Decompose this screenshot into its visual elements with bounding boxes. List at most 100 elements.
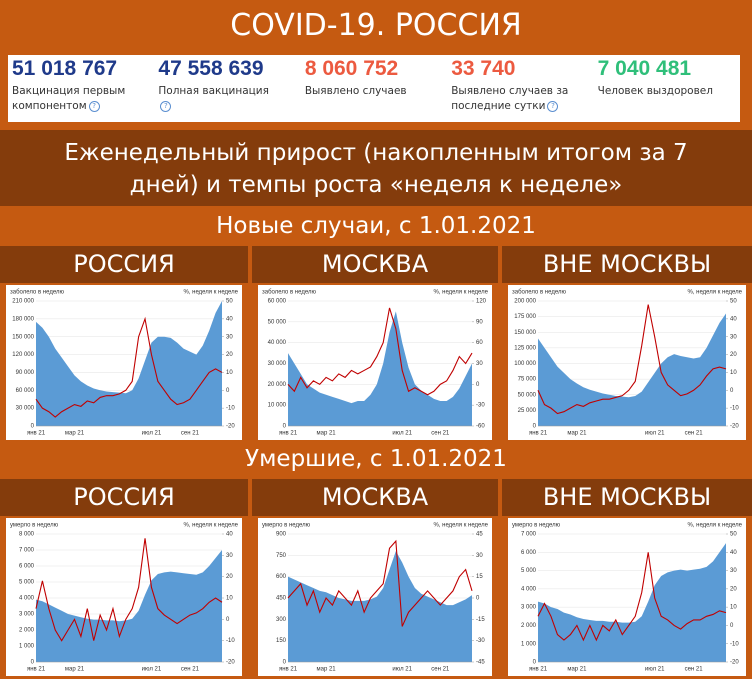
y2-tick-label: -10	[730, 406, 739, 412]
y-tick-label: 0	[283, 660, 287, 666]
y2-tick-label: 40	[226, 532, 233, 538]
stat-value: 33 740	[451, 57, 516, 80]
area	[288, 311, 472, 426]
region-header: РОССИЯ	[0, 246, 248, 283]
x-tick-label: янв 21	[529, 667, 548, 673]
y-tick-label: 20 000	[268, 382, 287, 388]
y2-tick-label: 50	[226, 299, 233, 305]
y-tick-label: 30 000	[268, 361, 287, 367]
y2-tick-label: 20	[730, 586, 737, 592]
y2-tick-label: 30	[476, 361, 483, 367]
stat: 51 018 767 Вакцинация первым компонентом?	[8, 55, 154, 122]
x-tick-label: сен 21	[181, 667, 200, 673]
y-tick-label: 120 000	[12, 352, 34, 358]
stat-value: 8 060 752	[304, 57, 399, 80]
y-tick-label: 4 000	[19, 596, 35, 602]
y2-tick-label: -15	[476, 617, 485, 623]
y-tick-label: 1 000	[521, 641, 537, 647]
y-tick-label: 2 000	[521, 623, 537, 629]
y-tick-label: 6 000	[19, 564, 35, 570]
stat: 7 040 481 Человек выздоровел	[594, 55, 740, 122]
y-tick-label: 10 000	[268, 403, 287, 409]
y2-tick-label: 20	[226, 574, 233, 580]
y-tick-label: 450	[276, 596, 287, 602]
y2-tick-label: 0	[226, 617, 230, 623]
area	[36, 550, 222, 662]
y-tick-label: 2 000	[19, 628, 35, 634]
x-tick-label: июл 21	[142, 431, 162, 437]
y2-tick-label: 30	[730, 568, 737, 574]
y2-tick-label: 10	[226, 370, 233, 376]
area	[538, 543, 726, 662]
stat-label-text: Выявлено случаев за последние сутки	[451, 85, 569, 112]
y2-tick-label: 30	[476, 553, 483, 559]
y-tick-label: 0	[31, 424, 35, 430]
help-icon: ?	[547, 100, 559, 112]
line	[537, 552, 727, 642]
y-tick-label: 180 000	[12, 316, 34, 322]
y-tick-label: 60 000	[16, 388, 35, 394]
area	[36, 301, 222, 426]
line	[35, 316, 223, 418]
stat-label-text: Вакцинация первым компонентом	[12, 85, 126, 112]
stat: 33 740 Выявлено случаев за последние сутк…	[447, 55, 593, 122]
y2-tick-label: -60	[476, 424, 485, 430]
y2-tick-label: 120	[476, 299, 487, 305]
y2-tick-label: -20	[226, 424, 235, 430]
help-icon: ?	[160, 100, 172, 112]
y2-tick-label: 30	[226, 553, 233, 559]
y2-axis-title: %, неделя к неделе	[183, 523, 238, 529]
help-icon: ?	[88, 100, 100, 112]
y2-tick-label: 10	[730, 370, 737, 376]
y2-tick-label: -10	[730, 641, 739, 647]
x-tick-label: сен 21	[431, 431, 450, 437]
region-header: РОССИЯ	[0, 479, 248, 516]
x-tick-label: июл 21	[392, 667, 412, 673]
y-axis-title: заболело в неделю	[512, 290, 566, 296]
y2-tick-label: 0	[730, 623, 734, 629]
y-tick-label: 150	[276, 638, 287, 644]
stat-label: Выявлено случаев за последние сутки?	[451, 84, 571, 114]
y-tick-label: 60 000	[268, 299, 287, 305]
y-tick-label: 750	[276, 553, 287, 559]
x-tick-label: июл 21	[645, 667, 665, 673]
x-tick-label: мар 21	[316, 667, 336, 673]
x-tick-label: сен 21	[685, 667, 704, 673]
region-header: ВНЕ МОСКВЫ	[502, 479, 752, 516]
y-tick-label: 6 000	[521, 550, 537, 556]
y-tick-label: 50 000	[268, 319, 287, 325]
y-tick-label: 7 000	[19, 548, 35, 554]
y-tick-label: 0	[31, 660, 35, 666]
y-tick-label: 125 000	[514, 345, 536, 351]
y2-tick-label: 0	[730, 388, 734, 394]
y2-tick-label: -10	[226, 406, 235, 412]
x-tick-label: июл 21	[142, 667, 162, 673]
subtitle: Еженедельный прирост (накопленным итогом…	[0, 130, 752, 206]
line	[287, 307, 473, 396]
y2-tick-label: 50	[730, 532, 737, 538]
stat-label-text: Полная вакцинация	[158, 85, 269, 97]
y-tick-label: 200 000	[514, 299, 536, 305]
y-tick-label: 0	[533, 660, 537, 666]
y-tick-label: 5 000	[521, 568, 537, 574]
x-tick-label: сен 21	[685, 431, 704, 437]
x-tick-label: мар 21	[567, 431, 587, 437]
x-tick-label: мар 21	[567, 667, 587, 673]
chart: заболело в неделю %, неделя к неделе 0 25 0…	[508, 285, 746, 440]
stat-label-text: Человек выздоровел	[597, 85, 713, 97]
section-title: Новые случаи, с 1.01.2021	[0, 209, 752, 243]
y-tick-label: 30 000	[16, 406, 35, 412]
y-tick-label: 300	[276, 617, 287, 623]
y2-axis-title: %, неделя к неделе	[687, 290, 742, 296]
stat-label: Вакцинация первым компонентом?	[12, 84, 132, 114]
stat-label: Человек выздоровел	[598, 84, 718, 99]
x-tick-label: янв 21	[279, 431, 298, 437]
region-header: ВНЕ МОСКВЫ	[502, 246, 752, 283]
y-tick-label: 175 000	[514, 314, 536, 320]
y-tick-label: 1 000	[19, 644, 35, 650]
y2-tick-label: -30	[476, 638, 485, 644]
area	[538, 313, 726, 426]
x-tick-label: сен 21	[181, 431, 200, 437]
y-axis-title: заболело в неделю	[262, 290, 316, 296]
stats-panel: 51 018 767 Вакцинация первым компонентом?…	[8, 55, 740, 122]
